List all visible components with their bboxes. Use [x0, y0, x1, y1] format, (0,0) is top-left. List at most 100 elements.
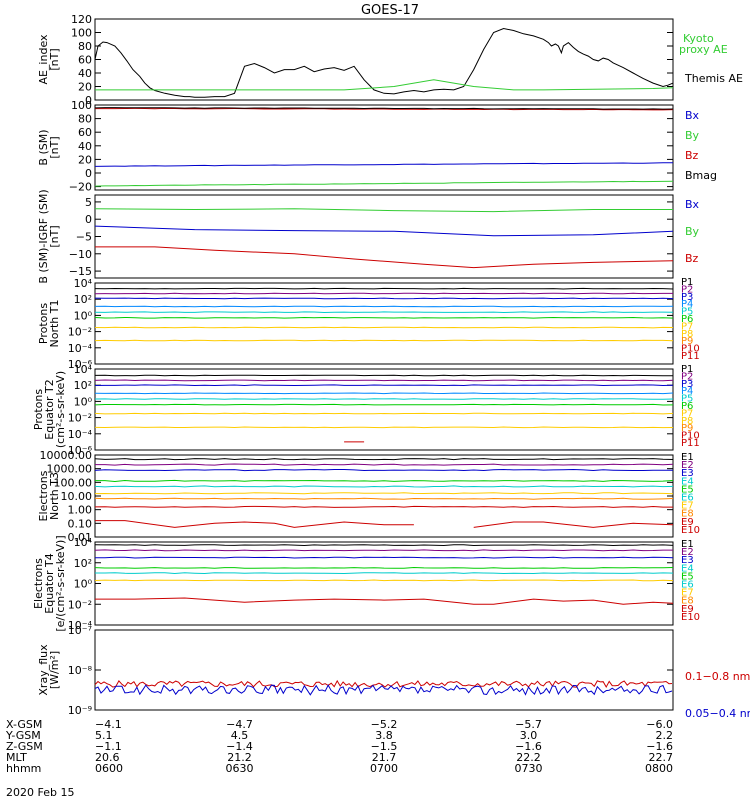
x-row-value: −1.6 [646, 740, 673, 753]
y-axis-label: Electrons [32, 558, 45, 609]
x-row-value: 21.2 [227, 751, 252, 764]
legend-p11: P11 [681, 438, 700, 449]
series-by [94, 180, 674, 187]
legend-p7: P7 [681, 408, 693, 419]
x-row-value: 0630 [226, 762, 254, 775]
series-bx [94, 162, 674, 167]
y-tick-label: 10⁻⁷ [68, 624, 92, 637]
legend-e10: E10 [681, 612, 700, 623]
legend-bx: Bx [685, 198, 700, 211]
legend-p9: P9 [681, 423, 693, 434]
x-row-value: −5.2 [371, 718, 398, 731]
y-tick-label: 80 [78, 40, 92, 53]
legend-bz: Bz [685, 149, 699, 162]
y-tick-label: 120 [71, 13, 92, 26]
x-row-value: 2.2 [656, 729, 674, 742]
y-tick-label: 100 [71, 99, 92, 112]
legend-p3: P3 [681, 292, 693, 303]
series-e1 [94, 458, 674, 461]
y-axis-label: Equator T4 [43, 553, 56, 613]
series-e4 [95, 479, 674, 483]
y-tick-label: 10⁻² [68, 412, 92, 425]
x-row-value: 0800 [645, 762, 673, 775]
series-0-05-0-4-nm [94, 684, 673, 696]
x-row-value: 20.6 [95, 751, 120, 764]
panel-frame [94, 194, 674, 279]
y-axis-label: Protons [32, 389, 45, 430]
legend-e7: E7 [681, 588, 694, 599]
x-row-value: 22.2 [516, 751, 541, 764]
x-row-value: −1.6 [515, 740, 542, 753]
x-row-label: Y-GSM [5, 729, 41, 742]
x-row-value: 0600 [95, 762, 123, 775]
panel-frame [94, 18, 674, 101]
series-e7 [94, 497, 674, 500]
legend-p5: P5 [681, 394, 693, 405]
y-tick-label: 1.00 [68, 504, 93, 517]
series-bz [95, 107, 674, 111]
series-p7 [94, 412, 674, 415]
legend-e8: E8 [681, 509, 694, 520]
legend-e4: E4 [681, 476, 694, 487]
series-e9 [95, 520, 414, 528]
y-axis-label: B (SM) [37, 129, 50, 165]
series-e4 [94, 566, 674, 569]
legend-e10: E10 [681, 525, 700, 536]
y-axis-label: [nT] [48, 225, 61, 247]
series-e3 [94, 468, 673, 472]
x-row-value: 4.5 [231, 729, 249, 742]
x-row-value: 0700 [370, 762, 398, 775]
y-tick-label: 0.10 [68, 517, 93, 530]
panel-3: −15 −10 −5 0 5 B (SM)-IGRF (SM)[nT] Bx By Bz [37, 189, 700, 283]
y-tick-label: 10⁻² [68, 326, 92, 339]
chart-title: GOES-17 [361, 3, 419, 18]
legend-e5: E5 [681, 484, 694, 495]
y-axis-label: [W/m²] [48, 651, 61, 689]
panel-frame [94, 282, 674, 365]
legend-e3: E3 [681, 468, 694, 479]
y-tick-label: 10⁴ [74, 363, 93, 376]
x-row-value: −1.1 [95, 740, 122, 753]
y-tick-label: 10⁻⁹ [68, 704, 92, 717]
series-e8 [94, 505, 673, 508]
legend-e6: E6 [681, 580, 694, 591]
y-axis-label: (cm²-s-sr-keV) [54, 371, 67, 448]
series-e3 [94, 556, 674, 559]
legend-e8: E8 [681, 596, 694, 607]
series-e6 [94, 579, 674, 582]
legend-p1: P1 [681, 364, 693, 375]
legend-kyoto: proxy AE [679, 43, 728, 56]
series-p6 [94, 316, 674, 319]
x-row-label: Z-GSM [6, 740, 43, 753]
legend-p10: P10 [681, 431, 700, 442]
series-e6 [94, 492, 674, 495]
x-row-value: −1.5 [371, 740, 398, 753]
series-p2 [94, 292, 673, 295]
series-0-1-0-8-nm [94, 679, 673, 689]
series-e2 [95, 463, 674, 466]
y-axis-label: [nT] [48, 48, 61, 70]
y-axis-label: Equator T2 [43, 379, 56, 439]
x-axis-labels: X-GSM −4.1 −4.7 −5.2 −5.7 −6.0 Y-GSM 5.1 4.5 3.8 3… [5, 718, 673, 775]
series-e5 [95, 572, 674, 575]
series-e7 [95, 597, 674, 605]
x-row-value: −5.7 [515, 718, 542, 731]
legend-bz: Bz [685, 252, 699, 265]
series-p7 [94, 326, 674, 329]
series-p2 [94, 379, 674, 382]
y-tick-label: −20 [69, 181, 92, 194]
y-tick-label: −5 [76, 231, 92, 244]
x-row-value: −4.7 [226, 718, 253, 731]
legend-e1: E1 [681, 539, 694, 550]
legend-bmag: Bmag [685, 169, 717, 182]
legend-p3: P3 [681, 379, 693, 390]
x-row-label: MLT [6, 751, 27, 764]
y-tick-label: 10.00 [61, 490, 93, 503]
y-tick-label: 0 [85, 167, 92, 180]
y-tick-label: −15 [69, 265, 92, 278]
